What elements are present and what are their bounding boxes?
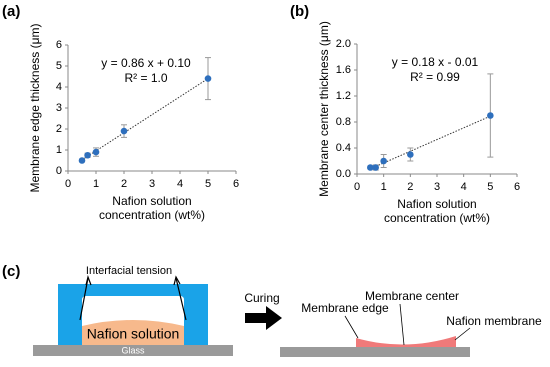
x-tick-label: 6	[514, 181, 520, 193]
leader-line	[344, 303, 471, 346]
x-tick-label: 2	[407, 181, 413, 193]
y-tick-label: 2.0	[336, 38, 351, 50]
trend-r2: R² = 0.99	[410, 70, 460, 84]
x-tick-label: 0	[65, 178, 71, 190]
x-tick-label: 1	[93, 178, 99, 190]
point	[380, 157, 387, 165]
nafion-solution	[82, 320, 184, 345]
x-axis-label: Nafion solution	[397, 197, 476, 211]
panel-label: (a)	[2, 3, 20, 20]
point	[204, 75, 212, 82]
y-tick-label: 0.4	[336, 142, 351, 154]
x-axis-label: concentration (wt%)	[384, 211, 490, 225]
arrowhead	[85, 274, 181, 286]
glass	[33, 345, 233, 356]
curing-label: Curing	[244, 291, 279, 305]
y-axis-label: Membrane edge thickness (μm)	[28, 24, 42, 193]
edge-label: Membrane edge	[301, 301, 389, 315]
panel-label: (b)	[290, 3, 309, 20]
y-tick-label: 0.0	[336, 168, 351, 180]
point	[407, 151, 414, 158]
y-tick-label: 4	[56, 81, 62, 93]
y-tick-label: 1.6	[336, 64, 351, 76]
y-tick-label: 2	[56, 123, 62, 135]
trendline	[370, 115, 491, 170]
x-tick-label: 2	[121, 178, 127, 190]
y-tick-label: 1.2	[336, 90, 351, 102]
y-tick-label: 3	[56, 102, 62, 114]
point	[120, 127, 128, 135]
x-tick-label: 1	[381, 181, 387, 193]
point	[367, 164, 374, 171]
y-tick-label: 5	[56, 60, 62, 72]
y-tick-label: 0.8	[336, 116, 351, 128]
glass	[280, 347, 470, 357]
x-axis-label: Nafion solution	[112, 194, 191, 208]
y-tick-label: 6	[56, 39, 62, 51]
point	[372, 164, 379, 171]
trend-equation: y = 0.18 x - 0.01	[392, 55, 479, 69]
diagram: (c) Glass PDMS mold Nafion solution Inte…	[2, 263, 542, 357]
solution-label: Nafion solution	[87, 326, 180, 342]
x-tick-label: 5	[487, 181, 493, 193]
tension-arrow	[79, 277, 187, 321]
x-tick-label: 6	[233, 178, 239, 190]
x-axis-label: concentration (wt%)	[99, 208, 205, 222]
trend-r2: R² = 1.0	[124, 71, 167, 85]
point	[78, 157, 86, 164]
x-tick-label: 0	[354, 181, 360, 193]
x-tick-label: 4	[177, 178, 183, 190]
glass-label: Glass	[121, 345, 145, 355]
x-tick-label: 5	[205, 178, 211, 190]
trend-equation: y = 0.86 x + 0.10	[101, 56, 191, 70]
nafion-membrane	[356, 336, 456, 347]
center-label: Membrane center	[365, 289, 459, 303]
tension-label: Interfacial tension	[86, 265, 172, 277]
trendline	[81, 78, 209, 161]
mold-label: PDMS mold	[104, 295, 163, 307]
x-tick-label: 3	[434, 181, 440, 193]
membrane-label: Nafion membrane	[446, 314, 542, 328]
y-tick-label: 1	[56, 144, 62, 156]
point	[84, 151, 91, 159]
curing-arrow	[245, 306, 282, 330]
panel-label: (c)	[2, 263, 20, 280]
x-tick-label: 4	[461, 181, 467, 193]
y-tick-label: 0	[56, 165, 62, 177]
x-tick-label: 3	[149, 178, 155, 190]
point	[92, 148, 100, 156]
y-axis-label: Membrane center thickness (μm)	[317, 21, 331, 197]
point	[487, 112, 494, 119]
